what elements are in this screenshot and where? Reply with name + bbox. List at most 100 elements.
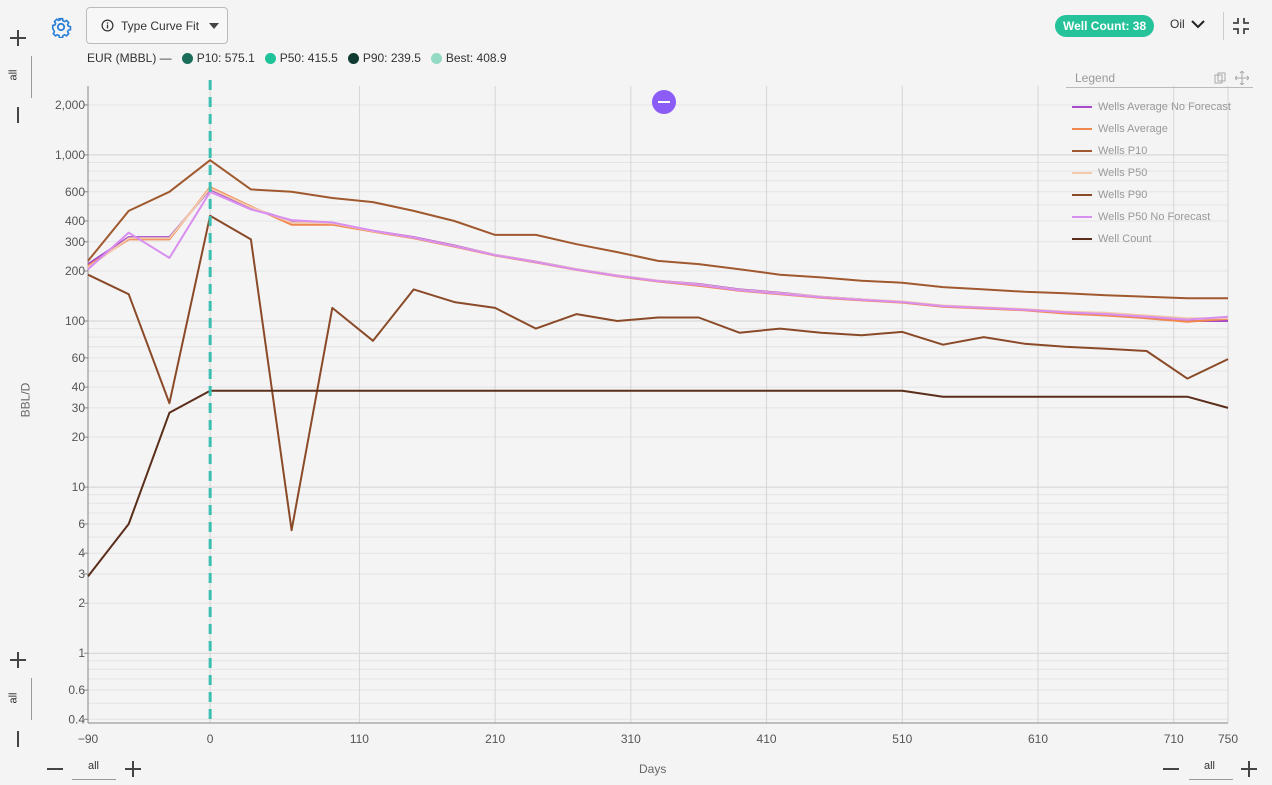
eur-best: Best: 408.9 bbox=[445, 51, 507, 65]
x-axis-title: Days bbox=[639, 762, 667, 776]
best-dot bbox=[430, 52, 442, 64]
legend-title: Legend bbox=[1075, 71, 1116, 85]
legend-swatch bbox=[1072, 150, 1092, 152]
legend-swatch bbox=[1072, 128, 1092, 130]
y-tick-label: 4 bbox=[78, 546, 85, 560]
x-tick-label: 110 bbox=[350, 732, 369, 746]
series-line-wells-p10 bbox=[87, 159, 1228, 300]
y-tick-label: 0.6 bbox=[68, 683, 85, 697]
x-range-all-left[interactable]: all bbox=[88, 760, 100, 772]
x-tick-label: 710 bbox=[1164, 732, 1184, 746]
y-tick-label: 40 bbox=[72, 380, 86, 394]
y-tick-label: 30 bbox=[72, 401, 86, 415]
info-icon bbox=[101, 19, 114, 32]
x-range-left-divider bbox=[72, 779, 116, 780]
legend-item[interactable]: Wells Average No Forecast bbox=[1066, 96, 1253, 118]
copy-icon[interactable] bbox=[1214, 72, 1226, 84]
y2-range-divider bbox=[31, 678, 32, 720]
p50-dot bbox=[264, 52, 276, 64]
y-tick-label: 60 bbox=[72, 351, 86, 365]
collapse-button[interactable] bbox=[1232, 17, 1252, 37]
x-tick-label: 510 bbox=[892, 732, 912, 746]
legend-item[interactable]: Wells P50 bbox=[1066, 162, 1253, 184]
y-tick-label: 0.4 bbox=[68, 712, 85, 726]
x-tick-label: 310 bbox=[621, 732, 641, 746]
series-line-well-count bbox=[87, 389, 1229, 578]
y2-zoom-out-button[interactable] bbox=[6, 727, 30, 751]
y-tick-label: 100 bbox=[65, 314, 85, 328]
chevron-down-icon bbox=[1190, 19, 1205, 28]
legend-item[interactable]: Well Count bbox=[1066, 228, 1253, 250]
p10-dot bbox=[181, 52, 193, 64]
minus-icon bbox=[658, 101, 670, 103]
y-tick-label: 3 bbox=[78, 567, 85, 581]
x-tick-label: 210 bbox=[485, 732, 505, 746]
x-zoom-out-left-button[interactable] bbox=[43, 757, 67, 781]
legend-swatch bbox=[1072, 238, 1092, 240]
product-label: Oil bbox=[1170, 17, 1185, 31]
legend-label: Well Count bbox=[1098, 233, 1152, 245]
legend-swatch bbox=[1072, 216, 1092, 218]
legend-swatch bbox=[1072, 194, 1092, 196]
p90-dot bbox=[347, 52, 359, 64]
legend-label: Wells P10 bbox=[1098, 145, 1148, 157]
y-tick-label: 300 bbox=[65, 235, 85, 249]
legend-swatch bbox=[1072, 106, 1092, 108]
legend-item[interactable]: Wells P90 bbox=[1066, 184, 1253, 206]
caret-down-icon bbox=[209, 22, 220, 29]
legend-label: Wells Average bbox=[1098, 123, 1168, 135]
x-zoom-in-left-button[interactable] bbox=[121, 757, 145, 781]
x-tick-label: 0 bbox=[207, 732, 214, 746]
legend-label: Wells Average No Forecast bbox=[1098, 101, 1231, 113]
legend-label: Wells P50 No Forecast bbox=[1098, 211, 1211, 223]
x-zoom-in-right-button[interactable] bbox=[1237, 757, 1261, 781]
type-curve-dropdown[interactable]: Type Curve Fit bbox=[86, 7, 228, 44]
gear-icon bbox=[51, 17, 72, 39]
legend-panel: Legend Wells Average No Forecast Wells Av… bbox=[1066, 69, 1253, 250]
eur-p10: P10: 575.1 bbox=[196, 51, 255, 65]
remove-marker-button[interactable] bbox=[652, 90, 676, 114]
x-zoom-out-right-button[interactable] bbox=[1159, 757, 1183, 781]
legend-label: Wells P90 bbox=[1098, 189, 1148, 201]
move-icon[interactable] bbox=[1235, 71, 1249, 85]
legend-swatch bbox=[1072, 172, 1092, 174]
y-tick-label: 20 bbox=[72, 430, 86, 444]
y-range-divider bbox=[31, 56, 32, 98]
legend-label: Wells P50 bbox=[1098, 167, 1148, 179]
well-count-badge[interactable]: Well Count: 38 bbox=[1055, 15, 1155, 37]
series-line-wells-p90 bbox=[87, 214, 1229, 532]
series-line-wells-p50-no-forecast bbox=[87, 190, 1229, 321]
product-select[interactable]: Oil bbox=[1170, 17, 1205, 31]
y-tick-label: 1,000 bbox=[55, 148, 85, 162]
y-tick-label: 1 bbox=[78, 646, 85, 660]
x-range-right-divider bbox=[1189, 779, 1233, 780]
y-tick-label: 2 bbox=[78, 596, 85, 610]
y-tick-label: 10 bbox=[72, 480, 86, 494]
eur-label: EUR (MBBL) — bbox=[87, 51, 172, 65]
eur-summary: EUR (MBBL) — P10: 575.1 P50: 415.5 P90: … bbox=[87, 51, 507, 65]
toolbar-divider bbox=[1223, 12, 1224, 40]
y-tick-label: 2,000 bbox=[55, 98, 85, 112]
y-zoom-out-button[interactable] bbox=[6, 103, 30, 127]
x-tick-label: −90 bbox=[78, 732, 99, 746]
y-tick-label: 200 bbox=[65, 264, 85, 278]
x-tick-label: 610 bbox=[1028, 732, 1048, 746]
y-tick-label: 400 bbox=[65, 214, 85, 228]
eur-p90: P90: 239.5 bbox=[362, 51, 421, 65]
eur-p50: P50: 415.5 bbox=[279, 51, 338, 65]
y-zoom-in-button[interactable] bbox=[6, 26, 30, 50]
x-tick-label: 410 bbox=[757, 732, 777, 746]
settings-button[interactable] bbox=[50, 16, 72, 39]
x-tick-label: 750 bbox=[1218, 732, 1238, 746]
x-range-all-right[interactable]: all bbox=[1204, 760, 1216, 772]
y-tick-label: 6 bbox=[78, 517, 85, 531]
y2-zoom-in-button[interactable] bbox=[6, 648, 30, 672]
y-axis-title: BBL/D bbox=[18, 382, 33, 418]
collapse-icon bbox=[1233, 18, 1249, 34]
y-tick-label: 600 bbox=[65, 185, 85, 199]
legend-item[interactable]: Wells P50 No Forecast bbox=[1066, 206, 1253, 228]
type-curve-label: Type Curve Fit bbox=[121, 18, 200, 33]
legend-item[interactable]: Wells P10 bbox=[1066, 140, 1253, 162]
legend-item[interactable]: Wells Average bbox=[1066, 118, 1253, 140]
